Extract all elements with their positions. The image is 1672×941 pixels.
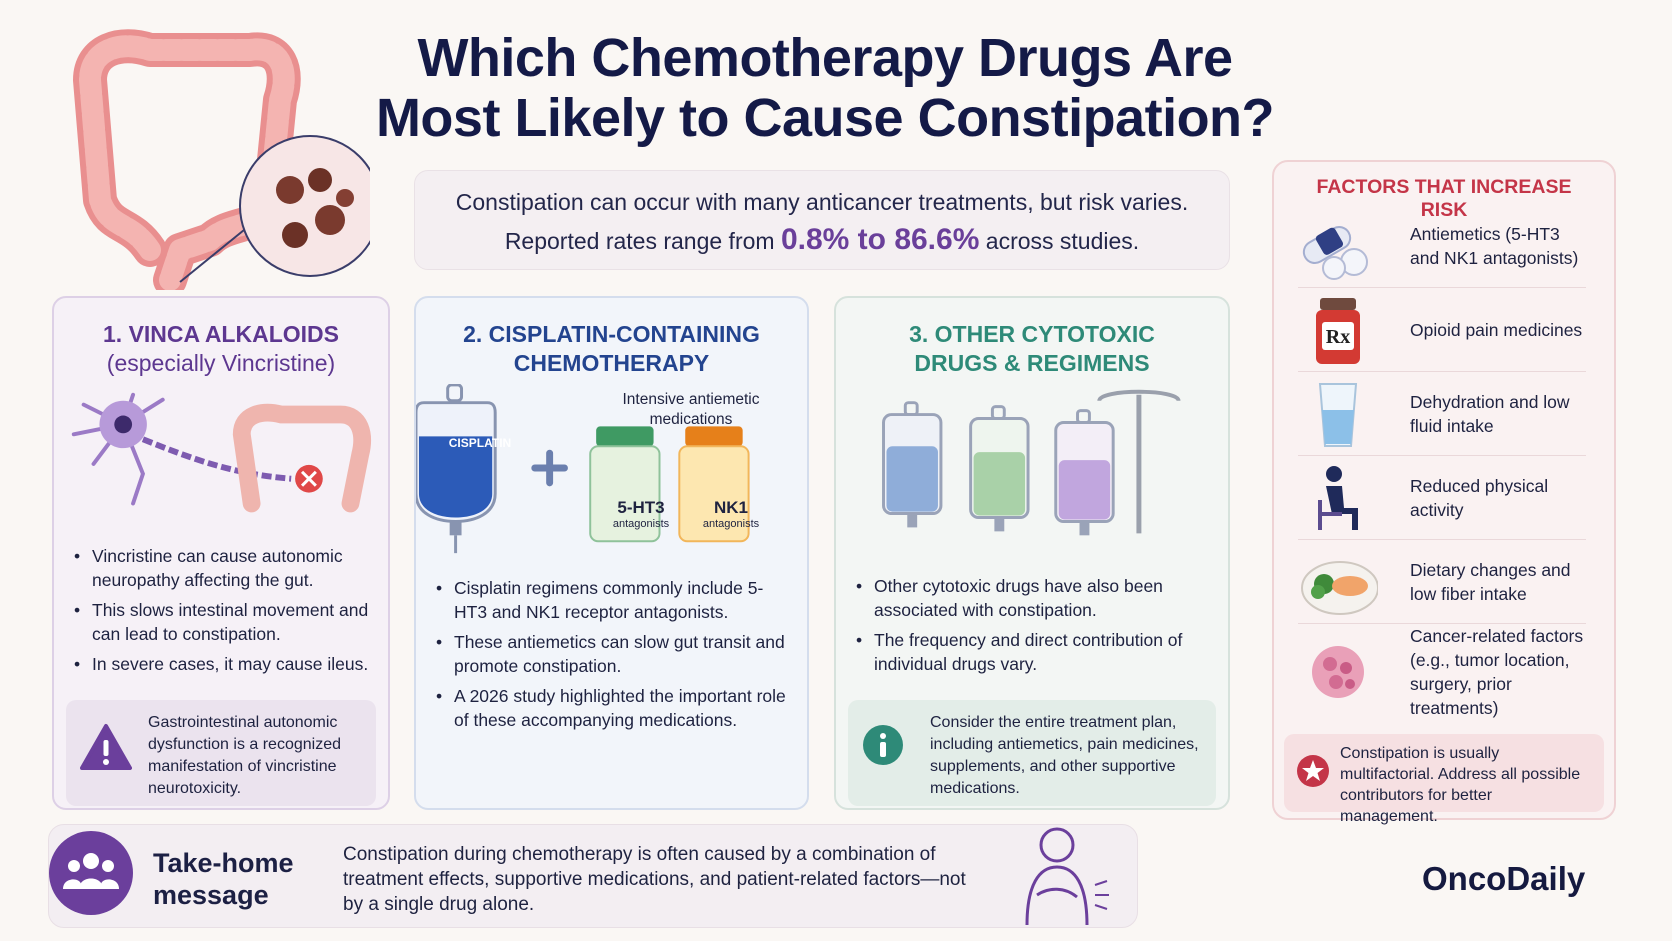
stomach-ache-person-icon — [1025, 827, 1109, 926]
card-2-heading-2: CHEMOTHERAPY — [513, 350, 710, 376]
tumor-cell-icon — [1312, 646, 1364, 698]
risk-item-antiemetics: Antiemetics (5-HT3 and NK1 antagonists) — [1298, 204, 1586, 288]
takehome-label-1: Take-home — [153, 848, 294, 878]
intro-suffix: across studies. — [985, 228, 1140, 254]
cisplatin-bag-icon — [416, 384, 750, 554]
risk-item-dehydration: Dehydration and low fluid intake — [1298, 372, 1586, 456]
card-3-bullets: Other cytotoxic drugs have also been ass… — [856, 574, 1212, 682]
bottle-2-name: NK1 — [713, 498, 748, 517]
intro-box: Constipation can occur with many antican… — [414, 170, 1230, 270]
brand-logo: OncoDaily — [1422, 860, 1586, 897]
iv-bags-icon — [882, 389, 1181, 536]
cisplatin-bag-label: CISPLATIN — [448, 436, 512, 450]
risk-item-label: Dietary changes and low fiber intake — [1410, 559, 1571, 604]
risk-item-label: Dehydration and low fluid intake — [1410, 391, 1570, 436]
warning-icon — [80, 724, 132, 770]
risk-item-opioids: Rx Opioid pain medicines — [1298, 288, 1586, 372]
risk-item-activity: Reduced physical activity — [1298, 456, 1586, 540]
antiemetic-caption: Intensive antiemetic medications — [596, 390, 786, 430]
risk-item-label: Cancer-related factors (e.g., tumor loca… — [1410, 626, 1584, 718]
risk-item-label: Opioid pain medicines — [1410, 319, 1583, 340]
neuron-gut-icon — [71, 392, 371, 513]
list-item: These antiemetics can slow gut transit a… — [436, 630, 791, 678]
colon-illustration-icon — [73, 29, 370, 290]
card-3-note-text: Consider the entire treatment plan, incl… — [930, 714, 1199, 797]
card-3-title: 3. OTHER CYTOTOXIC DRUGS & REGIMENS — [858, 320, 1206, 378]
page-title: Which Chemotherapy Drugs Are Most Likely… — [330, 28, 1320, 148]
caption-line-2: medications — [649, 411, 733, 428]
svg-text:Rx: Rx — [1326, 326, 1350, 348]
card-2-bullets: Cisplatin regimens commonly include 5-HT… — [436, 576, 791, 738]
rate-range-highlight: 0.8% to 86.6% — [780, 223, 980, 256]
list-item: Other cytotoxic drugs have also been ass… — [856, 574, 1212, 622]
card-3-note: Consider the entire treatment plan, incl… — [848, 700, 1216, 806]
card-3-heading-2: DRUGS & REGIMENS — [914, 350, 1150, 376]
food-plate-icon — [1301, 561, 1378, 615]
card-vinca-alkaloids: 1. VINCA ALKALOIDS (especially Vincristi… — [52, 296, 390, 810]
intro-line-1: Constipation can occur with many antican… — [455, 189, 1189, 215]
bottle-1-name: 5-HT3 — [617, 498, 665, 517]
star-badge-icon — [1297, 755, 1329, 787]
risk-item-diet: Dietary changes and low fiber intake — [1298, 540, 1586, 624]
bottle-5ht3-label: 5-HT3 antagonists — [606, 498, 676, 530]
title-line-1: Which Chemotherapy Drugs Are — [417, 28, 1233, 88]
takehome-label-2: message — [153, 880, 269, 910]
caption-line-1: Intensive antiemetic — [622, 391, 760, 408]
intro-line-2: Reported rates range from 0.8% to 86.6% … — [415, 221, 1229, 260]
list-item: Cisplatin regimens commonly include 5-HT… — [436, 576, 791, 624]
seated-person-icon — [1318, 466, 1358, 530]
title-line-2: Most Likely to Cause Constipation? — [375, 88, 1275, 148]
card-2-title: 2. CISPLATIN-CONTAINING CHEMOTHERAPY — [438, 320, 785, 378]
list-item: A 2026 study highlighted the important r… — [436, 684, 791, 732]
list-item: Vincristine can cause autonomic neuropat… — [74, 544, 372, 592]
risk-footer: Constipation is usually multifactorial. … — [1284, 734, 1604, 825]
risk-title: FACTORS THAT INCREASE RISK — [1316, 176, 1572, 221]
card-2-heading-1: 2. CISPLATIN-CONTAINING — [463, 321, 760, 347]
water-glass-icon — [1318, 383, 1358, 447]
card-1-bullets: Vincristine can cause autonomic neuropat… — [74, 544, 372, 682]
takehome-label: Take-home message — [153, 847, 294, 911]
bottle-1-sub: antagonists — [612, 518, 670, 530]
intro-prefix: Reported rates range from — [504, 228, 775, 254]
pills-icon — [1302, 226, 1368, 280]
card-1-heading: 1. VINCA ALKALOIDS — [103, 321, 339, 347]
risk-factors-panel: FACTORS THAT INCREASE RISK Antiemetics (… — [1272, 160, 1616, 825]
list-item: In severe cases, it may cause ileus. — [74, 652, 372, 676]
bottle-nk1-label: NK1 antagonists — [696, 498, 766, 530]
card-1-note: Gastrointestinal autonomic dysfunction i… — [66, 700, 376, 806]
list-item: This slows intestinal movement and can l… — [74, 598, 372, 646]
card-1-note-text: Gastrointestinal autonomic dysfunction i… — [148, 714, 341, 797]
card-3-heading-1: 3. OTHER CYTOTOXIC — [909, 321, 1155, 347]
card-cisplatin: 2. CISPLATIN-CONTAINING CHEMOTHERAPY CIS… — [414, 296, 809, 810]
takehome-banner: Take-home message Constipation during ch… — [48, 824, 1138, 928]
takehome-text: Constipation during chemotherapy is ofte… — [343, 844, 966, 915]
group-icon — [49, 831, 133, 915]
list-item: The frequency and direct contribution of… — [856, 628, 1212, 676]
card-1-title: 1. VINCA ALKALOIDS (especially Vincristi… — [76, 320, 366, 378]
rx-bottle-icon: Rx — [1316, 298, 1360, 364]
card-other-cytotoxic: 3. OTHER CYTOTOXIC DRUGS & REGIMENS Othe… — [834, 296, 1230, 810]
risk-item-label: Antiemetics (5-HT3 and NK1 antagonists) — [1410, 223, 1579, 268]
info-icon — [863, 725, 903, 765]
risk-footer-text: Constipation is usually multifactorial. … — [1340, 745, 1581, 825]
bottle-2-sub: antagonists — [702, 518, 760, 530]
risk-item-label: Reduced physical activity — [1410, 475, 1549, 520]
risk-item-cancer: Cancer-related factors (e.g., tumor loca… — [1298, 624, 1586, 720]
card-1-subheading: (especially Vincristine) — [106, 350, 336, 376]
